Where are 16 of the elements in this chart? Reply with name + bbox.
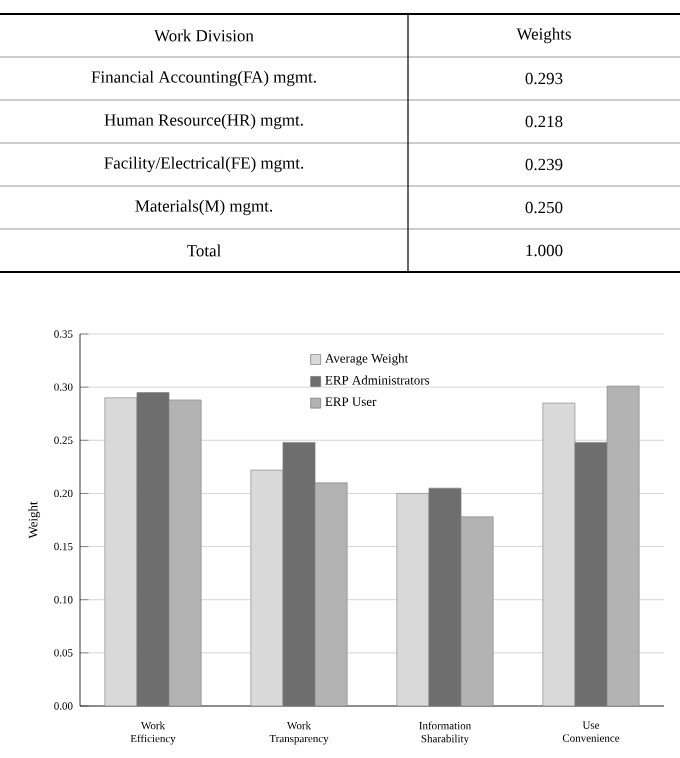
text: Weights [516,27,571,44]
text: Facility/Electrical(FE) mgmt. [104,156,304,173]
text: 0.218 [525,115,563,128]
text: Materials(M) mgmt. [135,199,273,216]
text: Human Resource(HR) mgmt. [104,113,303,130]
bar [460,516,494,707]
text: 1.000 [526,244,563,257]
text: Financial Accounting(FA) mgmt. [91,70,316,87]
text: 0.239 [525,158,563,171]
bar [168,399,202,707]
text: Total [187,244,221,257]
text: 0.250 [525,201,563,214]
bar [606,385,640,707]
bar [314,482,348,707]
text: 0.293 [525,72,563,85]
text: Work Division [154,29,254,42]
